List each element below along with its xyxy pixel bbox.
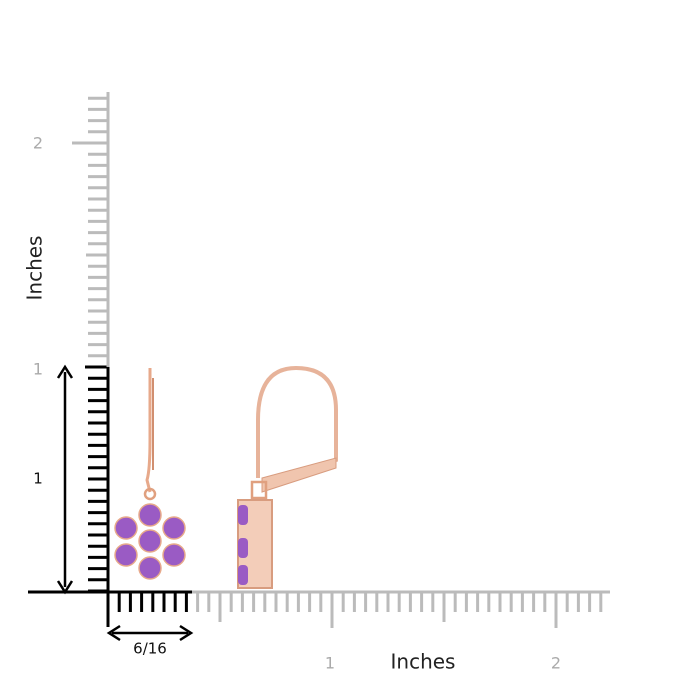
horizontal-label: 1	[325, 654, 335, 673]
arrow-heads	[56, 364, 74, 595]
arrow-heads	[106, 624, 194, 642]
ruler-ticks	[72, 96, 603, 628]
earring-front	[114, 368, 186, 580]
earring-side	[237, 365, 338, 589]
vertical-label: 2	[33, 134, 43, 153]
vertical-title: Inches	[23, 236, 47, 301]
height-label: 1	[33, 470, 43, 488]
horizontal-label: 2	[551, 654, 561, 673]
width-label: 6/16	[133, 640, 167, 658]
horizontal-title: Inches	[391, 650, 456, 674]
vertical-label: 1	[33, 360, 43, 379]
